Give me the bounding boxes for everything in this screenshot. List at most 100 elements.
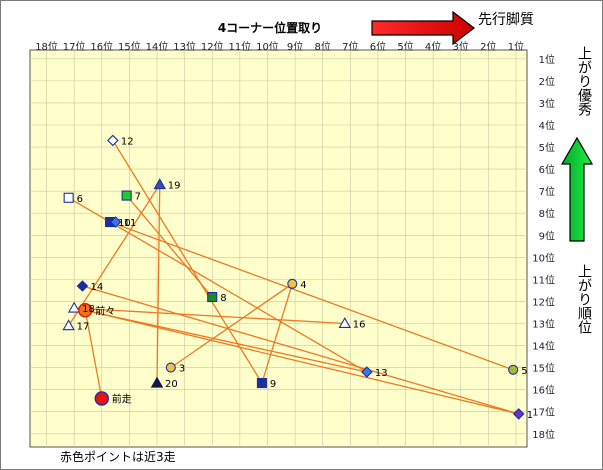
x-tick-label: 10位 xyxy=(256,40,279,53)
point-label: 7 xyxy=(135,192,141,203)
connection-lines xyxy=(68,140,519,415)
chart-title: 4コーナー位置取り xyxy=(218,20,322,35)
point-marker xyxy=(94,391,109,406)
y-tick-labels: 1位 2位 3位 4位 5位 6位 7位 8位 9位 10位 11位 12位 13位 14位 15位 16位 1… xyxy=(532,53,555,441)
y-tick-label: 14位 xyxy=(532,340,555,353)
y-tick-label: 13位 xyxy=(532,317,555,330)
point-marker xyxy=(109,216,122,228)
x-tick-label: 14位 xyxy=(146,40,169,53)
point-label: 8 xyxy=(220,293,226,304)
point-marker xyxy=(165,362,176,373)
connection-line xyxy=(170,283,293,369)
point-markers xyxy=(62,134,525,420)
point-marker xyxy=(76,280,89,292)
x-tick-label: 3位 xyxy=(453,40,469,53)
y-tick-label: 17位 xyxy=(532,406,555,419)
point-label: 12 xyxy=(121,136,134,147)
point-marker xyxy=(153,178,167,190)
connection-line xyxy=(74,307,345,325)
point-label: 3 xyxy=(179,364,185,375)
connection-line xyxy=(85,309,519,415)
point-label: 5 xyxy=(521,366,527,377)
y-tick-label: 5位 xyxy=(539,141,555,154)
point-marker xyxy=(338,317,352,329)
y-tick-label: 18位 xyxy=(532,428,555,441)
y-tick-label: 3位 xyxy=(539,97,555,110)
connection-line xyxy=(68,197,368,373)
point-marker xyxy=(361,366,373,378)
x-tick-label: 6位 xyxy=(370,40,386,53)
point-marker xyxy=(78,303,93,318)
point-marker xyxy=(62,319,75,331)
point-label: 前走 xyxy=(112,392,132,405)
point-label: 前々 xyxy=(95,304,115,317)
y-tick-label: 12位 xyxy=(532,295,555,308)
x-tick-label: 13位 xyxy=(173,40,196,53)
connection-line xyxy=(126,195,213,298)
point-label: 10 xyxy=(118,218,131,229)
y-tick-label: 11位 xyxy=(532,273,555,286)
y-tick-label: 16位 xyxy=(532,384,555,397)
x-tick-label: 11位 xyxy=(228,40,251,53)
y-tick-label: 4位 xyxy=(539,119,555,132)
x-tick-label: 5位 xyxy=(397,40,413,53)
grid-lines xyxy=(30,50,527,447)
y-tick-label: 9位 xyxy=(539,229,555,242)
x-tick-label: 2位 xyxy=(480,40,496,53)
y-tick-label: 15位 xyxy=(532,362,555,375)
x-tick-label: 8位 xyxy=(314,40,330,53)
point-marker xyxy=(63,192,74,203)
point-marker xyxy=(508,364,519,375)
x-tick-labels: 18位 17位 16位 15位 14位 13位 12位 11位 10位 9位 8位 7位 6位 5位 4位 3… xyxy=(35,40,524,53)
x-tick-label: 15位 xyxy=(118,40,141,53)
point-marker xyxy=(512,408,525,420)
point-label: 1 xyxy=(527,410,533,421)
point-marker xyxy=(150,376,164,388)
x-tick-label: 9位 xyxy=(287,40,303,53)
point-marker xyxy=(67,301,81,313)
point-marker xyxy=(207,291,218,303)
plot-background xyxy=(29,49,528,448)
point-label: 19 xyxy=(168,181,181,192)
point-label: 14 xyxy=(90,282,103,293)
point-label: 16 xyxy=(353,319,366,330)
point-marker xyxy=(107,134,119,147)
point-label: 9 xyxy=(270,379,276,390)
top-right-label: 先行脚質 xyxy=(478,12,534,28)
point-marker xyxy=(287,278,298,289)
point-label: 6 xyxy=(77,194,83,205)
y-tick-label: 6位 xyxy=(539,163,555,176)
point-marker xyxy=(121,190,132,201)
footnote: 赤色ポイントは近3走 xyxy=(60,450,176,464)
y-tick-label: 8位 xyxy=(539,207,555,220)
connection-line xyxy=(68,184,161,327)
green-arrow-icon xyxy=(560,136,594,242)
connection-line xyxy=(156,184,161,384)
red-arrow-icon xyxy=(371,10,475,46)
right-bottom-label: 上がり順位 xyxy=(576,264,592,334)
point-label: 17 xyxy=(77,322,90,333)
connection-line xyxy=(112,140,263,384)
right-top-label: 上がり優秀 xyxy=(576,46,592,117)
point-label: 4 xyxy=(300,280,306,291)
x-tick-label: 1位 xyxy=(508,40,524,53)
x-tick-label: 12位 xyxy=(201,40,224,53)
x-tick-label: 16位 xyxy=(90,40,113,53)
connection-line xyxy=(109,221,514,371)
point-label: 13 xyxy=(375,368,388,379)
point-label: 18 xyxy=(82,304,95,315)
point-label: 20 xyxy=(165,379,178,390)
x-tick-label: 4位 xyxy=(425,40,441,53)
x-tick-label: 17位 xyxy=(63,40,86,53)
y-tick-label: 10位 xyxy=(532,251,555,264)
connection-line xyxy=(261,283,293,384)
x-tick-label: 18位 xyxy=(35,40,58,53)
x-tick-label: 7位 xyxy=(342,40,358,53)
point-marker xyxy=(256,377,267,389)
point-label: 11 xyxy=(124,218,137,229)
connection-line xyxy=(82,285,519,415)
connection-line xyxy=(84,310,103,399)
